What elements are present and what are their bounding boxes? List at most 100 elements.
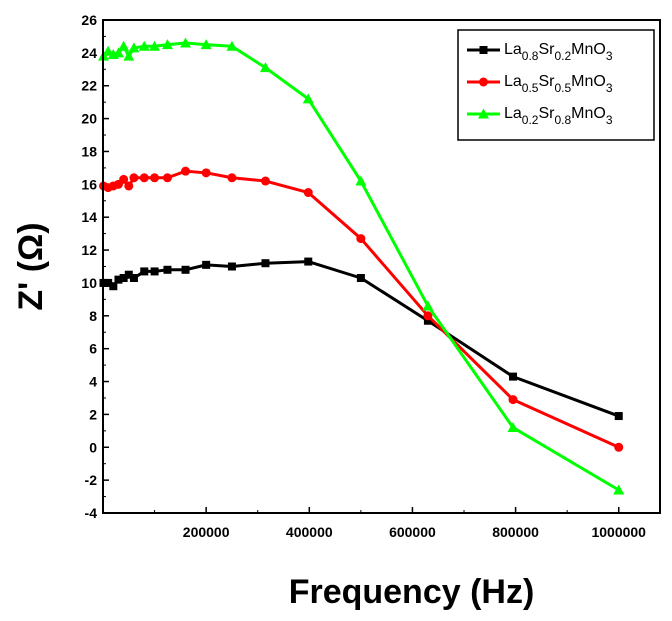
data-point <box>181 265 190 274</box>
legend-label: La0.2Sr0.8MnO3 <box>504 105 613 127</box>
legend-subscript: 0.8 <box>522 49 539 63</box>
y-tick-label: 20 <box>81 111 97 127</box>
data-point <box>123 50 135 61</box>
x-tick-label: 600000 <box>389 524 436 540</box>
legend-subscript: 3 <box>606 113 613 127</box>
series-line <box>103 260 620 418</box>
data-point <box>261 259 270 268</box>
data-point <box>162 173 172 183</box>
legend-text-part: Sr <box>538 41 555 58</box>
y-tick-label: 2 <box>89 406 97 422</box>
legend-text-part: La <box>504 41 522 58</box>
data-point <box>102 45 114 56</box>
legend-subscript: 3 <box>606 49 613 63</box>
data-point <box>161 39 173 50</box>
x-tick-label: 400000 <box>286 524 333 540</box>
y-tick-label: 4 <box>89 374 97 390</box>
y-tick-label: -2 <box>85 472 98 488</box>
data-point <box>507 422 519 433</box>
data-point <box>129 274 138 283</box>
x-tick-label: 1000000 <box>591 524 646 540</box>
y-tick-label: 12 <box>81 242 97 258</box>
data-point <box>150 267 159 276</box>
legend-text-part: MnO <box>571 73 606 90</box>
x-tick-label: 200000 <box>183 524 230 540</box>
legend-marker <box>479 77 488 87</box>
y-tick-label: -4 <box>85 505 98 521</box>
legend-text-part: La <box>504 73 522 90</box>
plot-frame <box>102 19 661 514</box>
x-tick-label: 800000 <box>492 524 539 540</box>
legend-text-part: MnO <box>571 41 606 58</box>
data-point <box>118 40 130 51</box>
data-point <box>303 188 313 198</box>
data-point <box>508 395 518 405</box>
data-point <box>128 42 140 53</box>
legend-item: La0.8Sr0.2MnO3 <box>467 41 613 63</box>
y-tick-label: 8 <box>89 308 97 324</box>
legend-item: La0.2Sr0.8MnO3 <box>467 105 613 127</box>
data-point <box>149 40 161 51</box>
y-tick-label: 10 <box>81 275 97 291</box>
data-point <box>139 173 149 183</box>
series-1 <box>99 257 623 421</box>
legend-text-part: Sr <box>538 73 555 90</box>
data-point <box>163 265 172 274</box>
data-point <box>509 372 518 381</box>
data-point <box>140 267 149 276</box>
legend-box <box>457 29 655 141</box>
y-axis-title: Z' (Ω) <box>12 222 50 310</box>
y-tick-label: 14 <box>81 209 97 225</box>
data-point <box>614 412 623 421</box>
y-tick-label: 0 <box>89 439 97 455</box>
data-point <box>227 262 236 271</box>
y-tick-label: 16 <box>81 176 97 192</box>
y-tick-label: 26 <box>81 12 97 28</box>
data-point <box>422 300 434 311</box>
data-point <box>423 316 432 325</box>
data-point <box>355 175 367 186</box>
data-point <box>201 168 211 178</box>
y-tick-label: 24 <box>81 45 97 61</box>
data-point <box>114 275 123 284</box>
data-point <box>124 181 134 191</box>
data-point <box>200 39 212 50</box>
legend-item: La0.5Sr0.5MnO3 <box>467 73 613 95</box>
legend-text-part: MnO <box>571 105 606 122</box>
legend: La0.8Sr0.2MnO3La0.5Sr0.5MnO3La0.2Sr0.8Mn… <box>457 29 655 141</box>
y-tick-label: 6 <box>89 341 97 357</box>
data-point <box>356 274 365 283</box>
data-point <box>129 173 139 183</box>
y-tick-label: 22 <box>81 78 97 94</box>
legend-marker <box>479 46 488 54</box>
legend-subscript: 0.8 <box>554 113 571 127</box>
x-axis-title: Frequency (Hz) <box>289 573 535 611</box>
data-point <box>302 93 314 104</box>
legend-subscript: 0.5 <box>554 81 571 95</box>
data-point <box>112 47 124 58</box>
legend-label: La0.8Sr0.2MnO3 <box>504 41 613 63</box>
legend-label: La0.5Sr0.5MnO3 <box>504 73 613 95</box>
data-point <box>423 311 433 321</box>
legend-subscript: 0.5 <box>522 81 539 95</box>
series-3 <box>98 37 625 495</box>
legend-subscript: 0.2 <box>522 113 539 127</box>
legend-subscript: 3 <box>606 81 613 95</box>
data-point <box>304 257 313 266</box>
data-point <box>226 40 238 51</box>
data-point <box>104 278 113 287</box>
data-point <box>109 282 118 291</box>
data-point <box>150 173 160 183</box>
data-point <box>124 270 133 279</box>
legend-text-part: Sr <box>538 105 555 122</box>
data-point <box>202 260 211 269</box>
data-point <box>119 274 128 283</box>
y-tick-label: 18 <box>81 143 97 159</box>
data-point <box>119 174 129 184</box>
data-point <box>260 176 270 186</box>
data-point <box>180 37 192 48</box>
series-line <box>103 169 620 449</box>
data-point <box>614 442 624 452</box>
series-2 <box>99 166 624 452</box>
